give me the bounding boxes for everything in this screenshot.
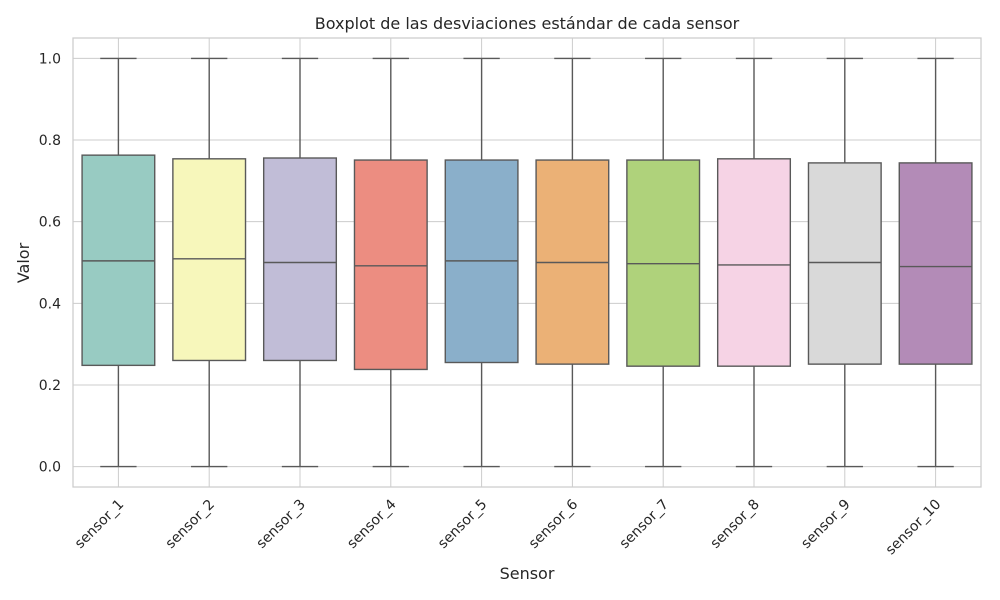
x-axis-label: Sensor: [500, 564, 555, 583]
y-tick-labels: 0.0 0.2 0.4 0.6 0.8 1.0: [39, 51, 61, 475]
y-tick-label: 1.0: [39, 51, 61, 67]
y-tick-label: 0.6: [39, 215, 61, 231]
box-sensor_4: [353, 57, 428, 468]
y-tick-label: 0.0: [39, 460, 61, 476]
y-axis-label: Valor: [14, 242, 33, 283]
box-sensor_2: [172, 57, 247, 468]
x-tick-label: sensor_8: [707, 497, 762, 552]
x-tick-label: sensor_9: [798, 497, 853, 552]
box-iqr: [807, 162, 882, 365]
box-sensor_10: [898, 57, 973, 468]
x-tick-label: sensor_10: [883, 497, 945, 559]
x-tick-label: sensor_1: [72, 497, 127, 552]
x-tick-labels: sensor_1 sensor_2 sensor_3 sensor_4 sensor_5…: [72, 496, 945, 558]
y-tick-label: 0.8: [39, 133, 61, 149]
box-sensor_7: [626, 57, 701, 468]
box-sensor_9: [807, 57, 882, 468]
box-iqr: [262, 157, 338, 362]
box-iqr: [716, 158, 792, 367]
x-tick-label: sensor_6: [526, 496, 581, 551]
box-iqr: [353, 159, 428, 371]
x-tick-label: sensor_5: [435, 497, 490, 552]
y-tick-label: 0.2: [39, 378, 61, 394]
box-sensor_6: [535, 57, 610, 468]
box-sensor_5: [444, 57, 519, 468]
x-tick-label: sensor_2: [163, 497, 218, 552]
box-sensor_3: [262, 57, 338, 468]
x-tick-label: sensor_7: [617, 497, 672, 552]
x-tick-label: sensor_4: [344, 496, 399, 551]
box-iqr: [172, 158, 247, 362]
y-tick-label: 0.4: [39, 296, 61, 312]
box-sensor_1: [81, 57, 156, 468]
box-sensor_8: [716, 57, 792, 468]
x-tick-label: sensor_3: [253, 497, 308, 552]
chart-title: Boxplot de las desviaciones estándar de …: [315, 14, 740, 33]
boxes: [81, 57, 973, 468]
plot-frame: [72, 37, 982, 488]
box-iqr: [898, 162, 973, 365]
